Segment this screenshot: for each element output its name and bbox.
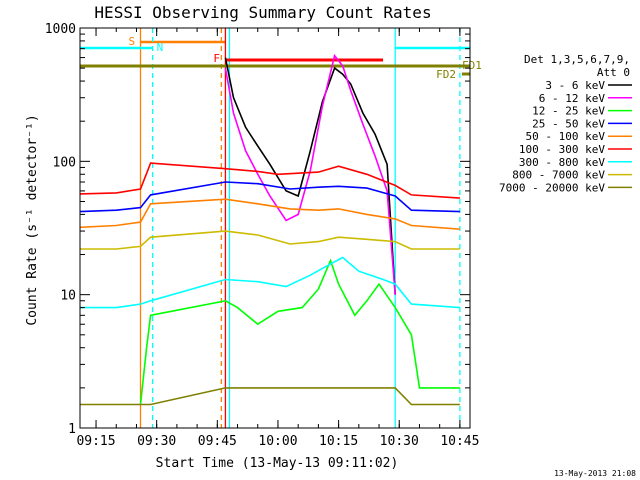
x-tick-label: 10:30 (380, 434, 419, 449)
x-tick-label: 09:45 (198, 434, 237, 449)
legend-title-line2: Att 0 (597, 66, 630, 79)
x-tick-label: 10:00 (258, 434, 297, 449)
y-tick-label: 100 (53, 155, 76, 170)
legend-label: 300 - 800 keV (519, 156, 605, 169)
series-layer (79, 53, 460, 406)
x-tick-label: 10:15 (319, 434, 358, 449)
flare-label: F (213, 52, 220, 65)
chart-title: HESSI Observing Summary Count Rates (94, 3, 431, 22)
legend-title-line1: Det 1,3,5,6,7,9, (524, 53, 630, 66)
y-tick-label: 10 (60, 289, 76, 304)
x-tick-label: 09:15 (76, 434, 115, 449)
x-tick-label: 10:45 (440, 434, 479, 449)
legend-label: 6 - 12 keV (539, 92, 606, 105)
legend-label: 12 - 25 keV (532, 105, 605, 118)
series-line-7000-20000-kev (80, 387, 460, 406)
y-axis-label: Count Rate (s⁻¹ detector⁻¹) (25, 114, 40, 325)
annotation-layer: S N F FD1 FD2 (80, 28, 482, 428)
plot-area (79, 27, 471, 429)
x-axis-label: Start Time (13-May-13 09:11:02) (156, 456, 399, 471)
legend-label: 7000 - 20000 keV (499, 181, 605, 194)
legend-label: 25 - 50 keV (532, 117, 605, 130)
legend-label: 3 - 6 keV (545, 79, 605, 92)
x-tick-label: 09:30 (137, 434, 176, 449)
series-line-6-12-kev (224, 53, 396, 295)
series-line-50-100-kev (79, 198, 460, 230)
series-line-800-7000-kev (80, 230, 460, 250)
y-tick-label: 1 (68, 422, 76, 437)
y-tick-label: 1000 (45, 22, 76, 37)
legend-label: 800 - 7000 keV (512, 169, 605, 182)
series-line-3-6-kev (224, 57, 396, 295)
series-line-12-25-kev (139, 258, 460, 405)
x-axis: 09:15 09:30 09:45 10:00 10:15 10:30 10:45 (76, 28, 479, 449)
fd2-label: FD2 (436, 68, 456, 81)
fd1-label: FD1 (462, 59, 482, 72)
series-line-300-800-kev (80, 256, 460, 309)
series-line-25-50-kev (79, 181, 460, 213)
legend-label: 100 - 300 keV (519, 143, 605, 156)
footer-date: 13-May-2013 21:08 (554, 469, 636, 478)
series-line-100-300-kev (79, 162, 460, 199)
y-axis: 1 10 100 1000 (45, 22, 470, 437)
saa-label: S (129, 35, 136, 48)
legend-label: 50 - 100 keV (526, 130, 606, 143)
night-label: N (157, 41, 164, 54)
